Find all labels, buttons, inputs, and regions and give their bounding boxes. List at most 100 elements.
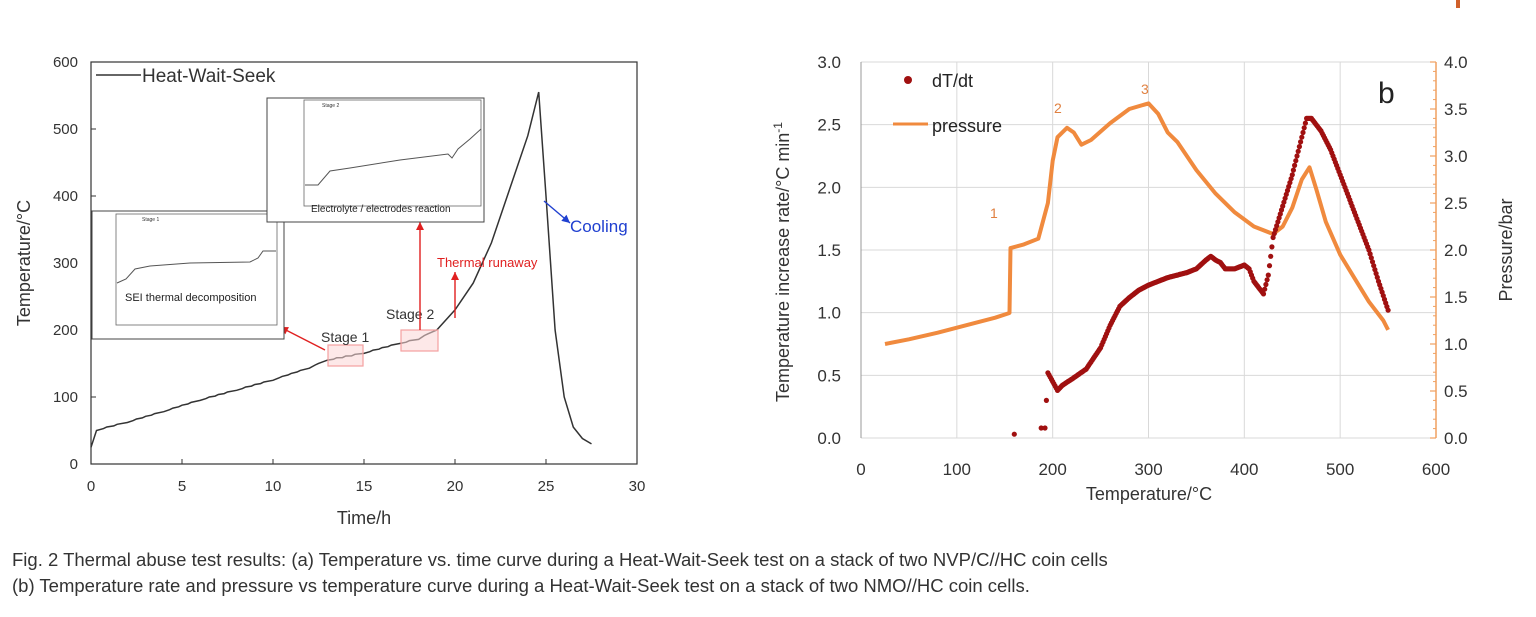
chart-b-point-dtdt <box>1277 211 1283 217</box>
corner-accent-mark <box>1456 0 1460 8</box>
pressure-point-label-1: 1 <box>990 205 998 221</box>
chart-b-point-dtdt <box>1283 191 1289 197</box>
chart-a-x-ticks: 0 5 10 15 20 25 30 <box>87 459 645 495</box>
chart-b-point-dtdt <box>1293 158 1299 164</box>
chart-b-point-dtdt <box>1271 230 1277 237</box>
chart-b-point-dtdt <box>1268 253 1274 259</box>
chart-b-y-tick-label-2: 1.0 <box>817 304 841 323</box>
chart-b-y-tick-label-6: 3.0 <box>817 53 841 72</box>
chart-b-point-dtdt <box>1274 223 1280 229</box>
chart-b-point-dtdt <box>1288 176 1294 182</box>
chart-b-y2-tick-label-7: 3.5 <box>1444 100 1468 119</box>
chart-b-point-dtdt <box>1287 180 1293 186</box>
chart-b-y-tick-label-1: 0.5 <box>817 366 841 385</box>
chart-b-point-dtdt <box>1275 219 1281 225</box>
thermal-runaway-arrow-head <box>451 272 459 280</box>
inset-2-plot <box>303 99 482 207</box>
stage-1-box <box>327 344 364 367</box>
chart-b-y-ticks: 0.0 0.5 1.0 1.5 2.0 2.5 3.0 <box>817 53 841 448</box>
chart-b-point-dtdt <box>1265 272 1271 278</box>
chart-b-point-dtdt <box>1043 397 1049 403</box>
chart-b-point-dtdt <box>1290 167 1296 173</box>
chart-b-y2-tick-label-0: 0.0 <box>1444 429 1468 448</box>
inset-stage-1: Stage 1 SEI thermal decomposition <box>91 210 285 340</box>
chart-b-y2-ticks: 0.0 0.5 1.0 1.5 2.0 2.5 3.0 3.5 4.0 <box>1430 53 1468 448</box>
chart-b-point-dtdt <box>1011 431 1017 437</box>
chart-b-point-dtdt <box>1295 148 1301 154</box>
chart-a-y-tick-label-2: 200 <box>53 322 78 339</box>
stage-2-box <box>400 329 439 352</box>
inset-2-curve <box>305 128 482 186</box>
chart-b-y2-tick-label-2: 1.0 <box>1444 335 1468 354</box>
stage-1-label: Stage 1 <box>321 329 369 345</box>
chart-a-y-ticks: 0 100 200 300 400 500 600 <box>53 54 96 473</box>
chart-b-point-dtdt <box>1296 144 1302 150</box>
chart-b-x-tick-label-1: 100 <box>943 460 971 479</box>
chart-b-y2-tick-label-4: 2.0 <box>1444 241 1468 260</box>
chart-b-y-tick-label-5: 2.5 <box>817 116 841 135</box>
figure-caption-line-2: (b) Temperature rate and pressure vs tem… <box>12 575 1030 596</box>
chart-b-point-dtdt <box>1292 162 1298 168</box>
chart-b-point-dtdt <box>1263 281 1269 288</box>
inset-1-plot <box>115 213 278 326</box>
chart-b-series-dtdt <box>1011 115 1391 437</box>
chart-a-x-tick-label-3: 15 <box>356 478 373 495</box>
chart-a-y-tick-label-5: 500 <box>53 121 78 138</box>
chart-a-x-tick-label-5: 25 <box>538 478 555 495</box>
chart-b-x-tick-label-3: 300 <box>1134 460 1162 479</box>
chart-b-x-tick-label-0: 0 <box>856 460 865 479</box>
chart-b-x-tick-label-6: 600 <box>1422 460 1450 479</box>
chart-b-point-dtdt <box>1300 129 1306 136</box>
chart-b-x-axis-label: Temperature/°C <box>1086 484 1212 504</box>
chart-b-point-dtdt <box>1298 139 1304 145</box>
chart-b-y2-tick-label-1: 0.5 <box>1444 382 1468 401</box>
chart-b-legend-label-pressure: pressure <box>932 116 1002 136</box>
chart-b-point-dtdt <box>1282 195 1288 201</box>
stage-2-arrow-head <box>416 222 424 230</box>
chart-a-x-axis-label: Time/h <box>337 508 391 528</box>
chart-b-point-dtdt <box>1269 244 1275 250</box>
chart-b-point-dtdt <box>1302 120 1308 126</box>
chart-b-point-dtdt <box>1278 207 1285 213</box>
chart-b-y2-tick-label-8: 4.0 <box>1444 53 1468 72</box>
chart-b-y2-axis-label: Pressure/bar <box>1496 198 1516 301</box>
cooling-label: Cooling <box>570 217 628 236</box>
chart-b-y2-tick-label-5: 2.5 <box>1444 194 1468 213</box>
chart-b-point-dtdt <box>1286 183 1292 190</box>
chart-b-y-tick-label-3: 1.5 <box>817 241 841 260</box>
chart-b-point-dtdt <box>1289 172 1295 178</box>
inset-stage-2: Stage 2 Electrolyte / electrodes reactio… <box>266 97 485 223</box>
chart-a-x-tick-label-1: 5 <box>178 478 186 495</box>
chart-a-legend-label: Heat-Wait-Seek <box>142 66 276 87</box>
chart-a-y-tick-label-0: 0 <box>70 456 78 473</box>
chart-b-point-dtdt <box>1369 259 1376 265</box>
inset-2-label: Electrolyte / electrodes reaction <box>311 204 451 215</box>
chart-a-x-tick-label-4: 20 <box>447 478 464 495</box>
chart-b-y2-tick-label-6: 3.0 <box>1444 147 1468 166</box>
chart-b-x-tick-label-2: 200 <box>1038 460 1066 479</box>
pressure-point-label-2: 2 <box>1054 100 1062 116</box>
chart-b-point-dtdt <box>1038 425 1044 431</box>
chart-b-y-axis-label-sup: -1 <box>771 122 785 133</box>
chart-b-point-dtdt <box>1367 251 1373 257</box>
chart-b-point-dtdt <box>1294 153 1300 159</box>
chart-a-y-tick-label-6: 600 <box>53 54 78 71</box>
chart-b-point-dtdt <box>1371 263 1377 269</box>
figure-caption-line-1: Fig. 2 Thermal abuse test results: (a) T… <box>12 549 1108 570</box>
chart-a-arrows <box>279 200 571 351</box>
chart-b: 0 100 200 300 400 500 600 0.0 0.5 1.0 1.5 2.0 2.5 3.… <box>771 53 1516 504</box>
inset-1-title: Stage 1 <box>142 217 159 223</box>
chart-b-point-dtdt <box>1266 263 1273 269</box>
chart-b-x-ticks: 0 100 200 300 400 500 600 <box>856 460 1450 479</box>
chart-b-point-dtdt <box>1373 270 1379 277</box>
chart-b-point-dtdt <box>1281 199 1287 205</box>
stage-2-label: Stage 2 <box>386 306 434 322</box>
chart-b-point-dtdt <box>1262 286 1268 292</box>
chart-b-legend-marker-dtdt <box>904 76 912 84</box>
chart-b-point-dtdt <box>1372 267 1378 273</box>
chart-b-y2-tick-label-3: 1.5 <box>1444 288 1468 307</box>
chart-b-x-tick-label-4: 400 <box>1230 460 1258 479</box>
chart-a-x-tick-label-0: 0 <box>87 478 95 495</box>
